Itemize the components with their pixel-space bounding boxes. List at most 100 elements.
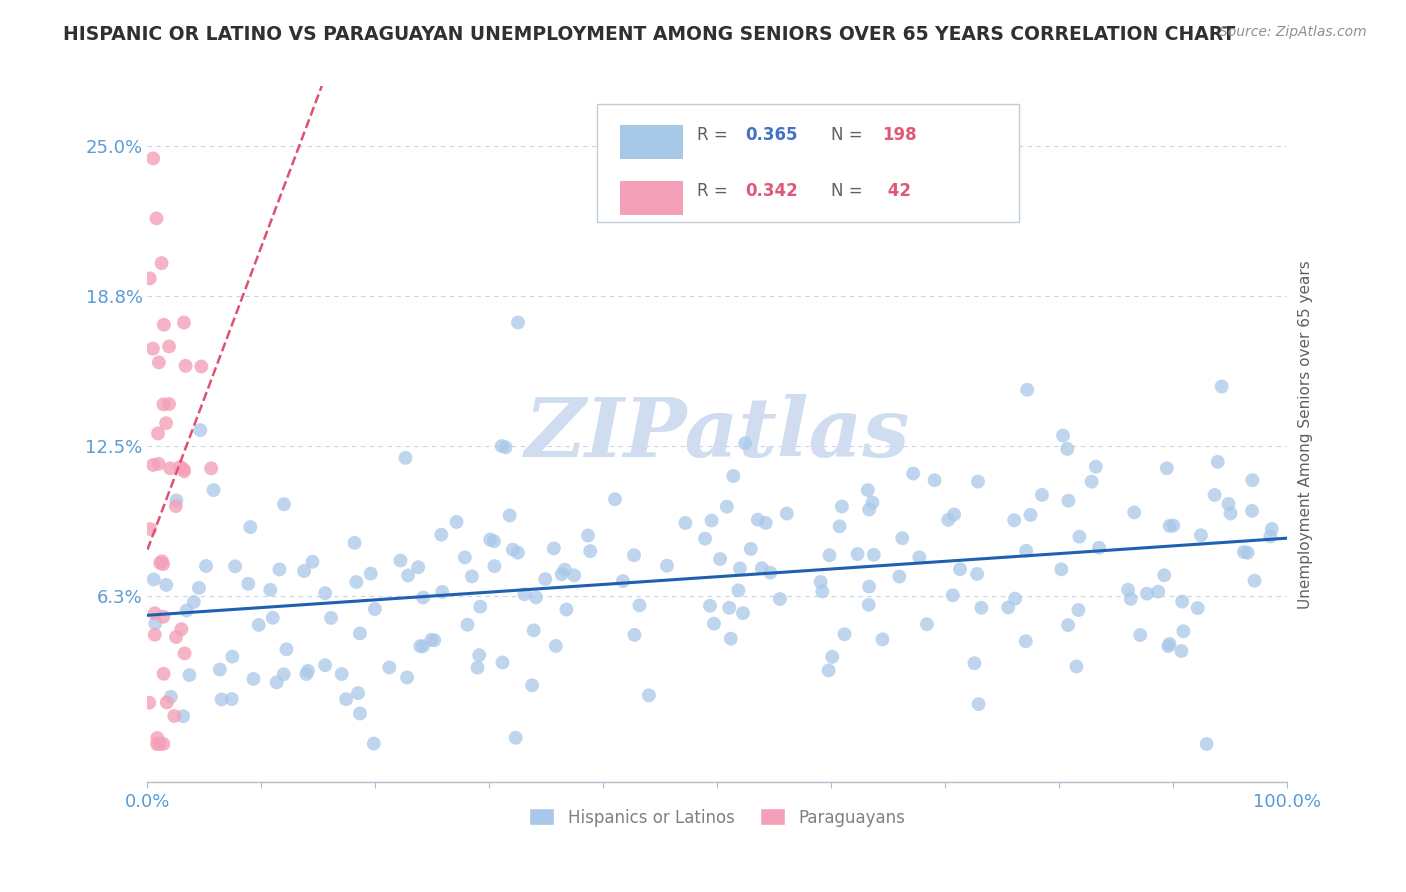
Point	[1206, 455, 1229, 469]
Point	[716, 500, 738, 514]
Point	[623, 548, 645, 562]
Point	[970, 600, 993, 615]
Point	[1147, 584, 1170, 599]
Point	[446, 515, 468, 529]
Point	[997, 600, 1019, 615]
Point	[1136, 587, 1159, 601]
Point	[157, 339, 180, 353]
Point	[150, 554, 173, 568]
Point	[173, 646, 195, 660]
Text: 0.342: 0.342	[745, 182, 799, 200]
Point	[149, 556, 172, 570]
Point	[1157, 639, 1180, 653]
Point	[349, 706, 371, 721]
Point	[273, 667, 295, 681]
Point	[1119, 591, 1142, 606]
Point	[1088, 541, 1111, 555]
Point	[330, 667, 353, 681]
Point	[1236, 546, 1258, 560]
Point	[862, 548, 884, 562]
Point	[152, 557, 174, 571]
Point	[963, 657, 986, 671]
Point	[1019, 508, 1042, 522]
Point	[1015, 543, 1038, 558]
Point	[1260, 529, 1282, 543]
Point	[143, 606, 166, 620]
Point	[1204, 488, 1226, 502]
Point	[751, 561, 773, 575]
Point	[728, 561, 751, 575]
Point	[239, 520, 262, 534]
Point	[1066, 659, 1088, 673]
Point	[693, 532, 716, 546]
Point	[165, 630, 187, 644]
Point	[769, 592, 792, 607]
Point	[173, 464, 195, 478]
Point	[506, 546, 529, 560]
Point	[314, 586, 336, 600]
Point	[872, 632, 894, 647]
Point	[612, 574, 634, 588]
Text: R =: R =	[696, 182, 733, 200]
Point	[174, 359, 197, 373]
Point	[163, 709, 186, 723]
Point	[817, 664, 839, 678]
Point	[396, 568, 419, 582]
Point	[409, 639, 432, 653]
Point	[1171, 594, 1194, 608]
Point	[319, 611, 342, 625]
Point	[1015, 634, 1038, 648]
Point	[1080, 475, 1102, 489]
Point	[1170, 644, 1192, 658]
Point	[1241, 473, 1264, 487]
Point	[858, 502, 880, 516]
Point	[628, 599, 651, 613]
Point	[273, 497, 295, 511]
Point	[1173, 624, 1195, 639]
Point	[262, 611, 284, 625]
Point	[1243, 574, 1265, 588]
Point	[828, 519, 851, 533]
Point	[491, 656, 513, 670]
Point	[579, 544, 602, 558]
Point	[543, 541, 565, 556]
Point	[179, 668, 201, 682]
Point	[858, 580, 880, 594]
Point	[173, 316, 195, 330]
Point	[343, 536, 366, 550]
Point	[1123, 505, 1146, 519]
Point	[1129, 628, 1152, 642]
Point	[1187, 601, 1209, 615]
Point	[389, 553, 412, 567]
Point	[776, 507, 799, 521]
Point	[891, 531, 914, 545]
Point	[349, 626, 371, 640]
Point	[1057, 493, 1080, 508]
Point	[188, 423, 211, 437]
Point	[344, 574, 367, 589]
Point	[502, 542, 524, 557]
Point	[603, 492, 626, 507]
Point	[943, 508, 966, 522]
Point	[520, 678, 543, 692]
Point	[165, 499, 187, 513]
Point	[747, 513, 769, 527]
Point	[846, 547, 869, 561]
Point	[155, 578, 177, 592]
Point	[1219, 507, 1241, 521]
Point	[513, 587, 536, 601]
Point	[623, 628, 645, 642]
Text: 0.365: 0.365	[745, 126, 799, 145]
Point	[360, 566, 382, 581]
Point	[412, 591, 434, 605]
Point	[152, 666, 174, 681]
Point	[200, 461, 222, 475]
Point	[238, 576, 260, 591]
Point	[224, 559, 246, 574]
FancyBboxPatch shape	[598, 103, 1019, 222]
Point	[1056, 442, 1078, 456]
Point	[152, 737, 174, 751]
FancyBboxPatch shape	[620, 181, 683, 215]
Point	[468, 648, 491, 662]
Point	[364, 602, 387, 616]
